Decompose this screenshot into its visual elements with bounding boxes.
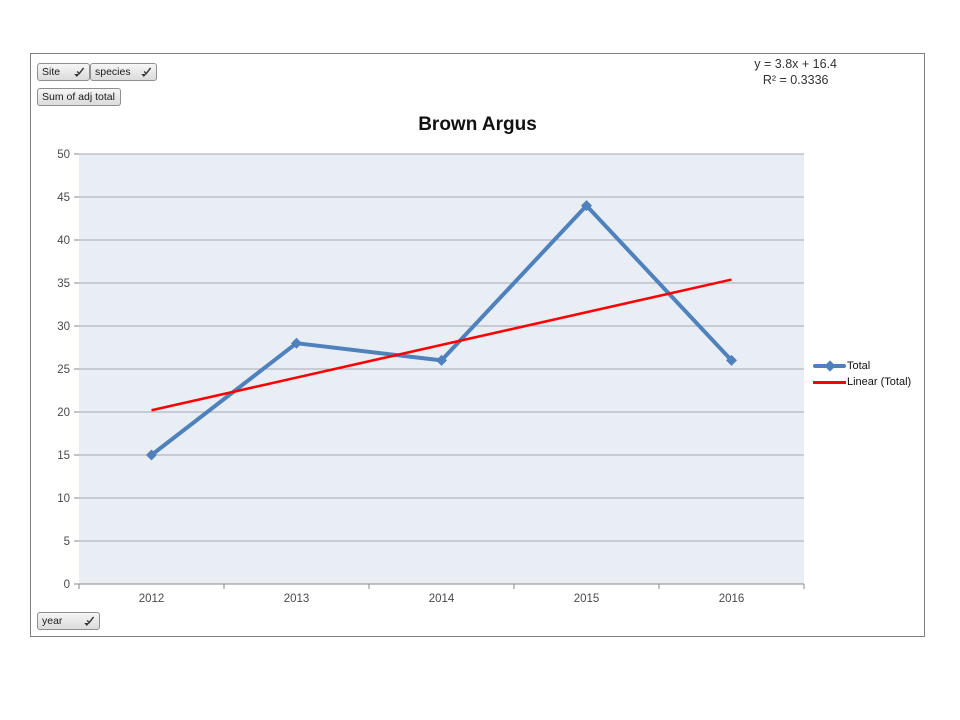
y-tick-label: 35 xyxy=(57,278,70,290)
site-field-label: Site xyxy=(42,66,61,78)
legend-item-linear[interactable]: Linear (Total) xyxy=(813,374,911,390)
y-tick-label: 15 xyxy=(57,450,70,462)
y-tick-label: 30 xyxy=(57,321,70,333)
data-point-2013[interactable] xyxy=(291,337,302,349)
data-point-2016[interactable] xyxy=(726,354,737,366)
y-tick-label: 40 xyxy=(57,235,70,247)
legend-label: Total xyxy=(847,360,871,372)
legend-label: Linear (Total) xyxy=(847,376,912,388)
dropdown-filter-icon[interactable] xyxy=(83,615,95,627)
x-tick-label: 2012 xyxy=(139,593,165,605)
y-tick-label: 0 xyxy=(64,579,70,591)
pivot-chart-object[interactable]: Site species Sum of adj total year y = 3… xyxy=(30,53,925,637)
y-tick-label: 5 xyxy=(64,536,70,548)
site-field-button[interactable]: Site xyxy=(37,63,90,81)
y-tick-label: 45 xyxy=(57,192,70,204)
data-point-2012[interactable] xyxy=(146,449,157,461)
legend-item-total[interactable]: Total xyxy=(813,358,911,374)
plot-area[interactable]: 0 5 10 15 20 25 30 35 40 45 50 2012 2013 2014 2015 2016 xyxy=(31,54,924,636)
trendline-equation[interactable]: y = 3.8x + 16.4 R² = 0.3336 xyxy=(754,56,837,88)
species-field-label: species xyxy=(95,66,131,78)
value-field-button[interactable]: Sum of adj total xyxy=(37,88,121,106)
x-tick-label: 2013 xyxy=(284,593,310,605)
dropdown-filter-icon[interactable] xyxy=(73,66,85,78)
dropdown-filter-icon[interactable] xyxy=(140,66,152,78)
value-field-label: Sum of adj total xyxy=(42,91,115,103)
y-tick-label: 10 xyxy=(57,493,70,505)
data-point-2015[interactable] xyxy=(581,200,592,212)
data-point-2014[interactable] xyxy=(436,354,447,366)
species-field-button[interactable]: species xyxy=(90,63,157,81)
y-tick-label: 50 xyxy=(57,149,70,161)
total-series-marker xyxy=(813,360,846,372)
trendline-marker xyxy=(813,377,846,387)
year-field-button[interactable]: year xyxy=(37,612,100,630)
legend[interactable]: Total Linear (Total) xyxy=(813,358,911,390)
chart-title[interactable]: Brown Argus xyxy=(418,114,537,135)
year-field-label: year xyxy=(42,615,63,627)
x-tick-label: 2014 xyxy=(429,593,455,605)
y-tick-label: 20 xyxy=(57,407,70,419)
equation-line: y = 3.8x + 16.4 xyxy=(754,57,837,71)
x-tick-label: 2016 xyxy=(719,593,745,605)
r-squared-line: R² = 0.3336 xyxy=(762,73,829,87)
trendline[interactable] xyxy=(151,278,732,412)
x-tick-label: 2015 xyxy=(574,593,600,605)
y-tick-label: 25 xyxy=(57,364,70,376)
